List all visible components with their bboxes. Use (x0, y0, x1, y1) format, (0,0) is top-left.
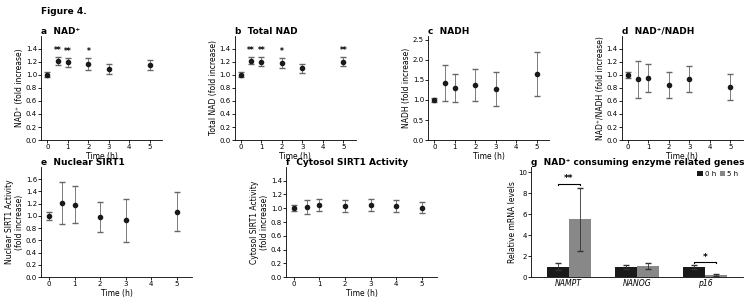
Text: **: ** (64, 47, 72, 56)
Text: a  NAD⁺: a NAD⁺ (41, 27, 80, 36)
Bar (615, 267, 637, 277)
X-axis label: Time (h): Time (h) (86, 152, 118, 161)
Text: **: ** (564, 174, 574, 183)
Text: **: ** (54, 46, 62, 55)
X-axis label: Time (h): Time (h) (472, 152, 505, 161)
Bar (683, 267, 705, 277)
X-axis label: Time (h): Time (h) (100, 289, 133, 298)
Text: g  NAD⁺ consuming enzyme related genes: g NAD⁺ consuming enzyme related genes (531, 158, 745, 167)
Text: c  NADH: c NADH (428, 27, 470, 36)
Text: Figure 4.: Figure 4. (41, 7, 87, 16)
Y-axis label: NAD⁺ (fold increase): NAD⁺ (fold increase) (16, 49, 25, 127)
Legend: 0 h, 5 h: 0 h, 5 h (697, 170, 739, 178)
Text: *: * (86, 47, 90, 56)
X-axis label: Time (h): Time (h) (666, 152, 698, 161)
Bar (568, 219, 590, 277)
Text: e  Nuclear SIRT1: e Nuclear SIRT1 (41, 158, 125, 167)
Bar (705, 275, 727, 277)
Text: **: ** (248, 46, 255, 55)
Text: f  Cytosol SIRT1 Activity: f Cytosol SIRT1 Activity (286, 158, 408, 167)
Y-axis label: Cytosol SIRT1 Activity
(fold increase): Cytosol SIRT1 Activity (fold increase) (250, 180, 269, 264)
Bar (547, 267, 568, 277)
Text: *: * (703, 253, 707, 262)
Text: b  Total NAD: b Total NAD (235, 27, 297, 36)
Text: *: * (280, 47, 284, 56)
Bar (637, 266, 658, 277)
Y-axis label: NADH (fold increase): NADH (fold increase) (402, 48, 411, 128)
X-axis label: Time (h): Time (h) (279, 152, 311, 161)
Text: **: ** (257, 46, 265, 55)
Y-axis label: Total NAD (fold increase): Total NAD (fold increase) (209, 41, 218, 135)
Text: **: ** (340, 46, 347, 55)
Y-axis label: Nuclear SIRT1 Activity
(fold increase): Nuclear SIRT1 Activity (fold increase) (5, 180, 25, 264)
Y-axis label: Relative mRNA levels: Relative mRNA levels (508, 181, 517, 263)
Text: d  NAD⁺/NADH: d NAD⁺/NADH (622, 27, 694, 36)
Y-axis label: NAD⁺/NADH (fold increase): NAD⁺/NADH (fold increase) (596, 36, 604, 140)
X-axis label: Time (h): Time (h) (346, 289, 378, 298)
